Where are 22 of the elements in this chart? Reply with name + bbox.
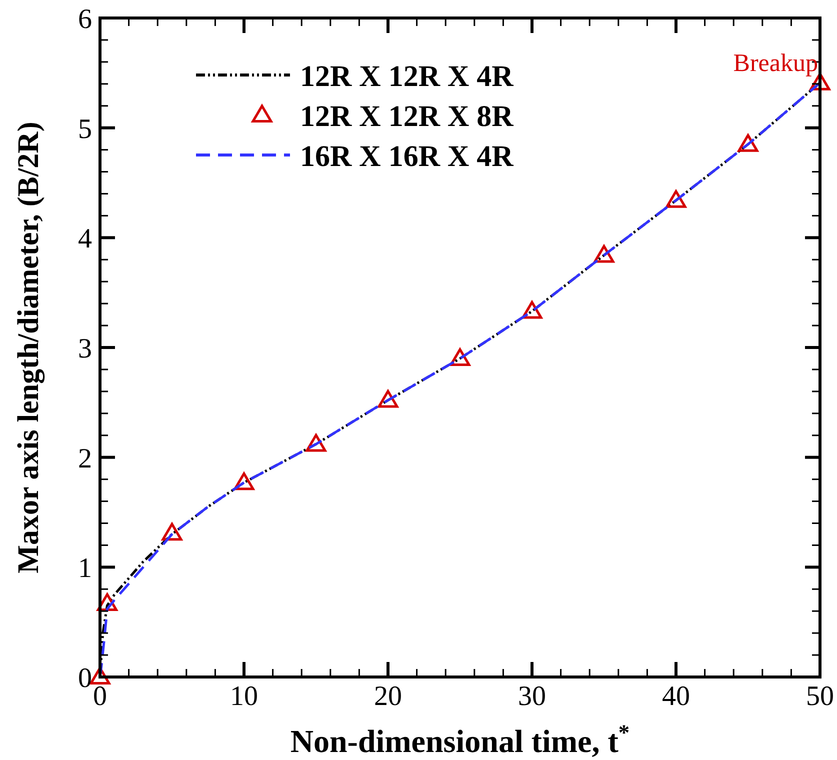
- x-tick-label: 10: [230, 681, 258, 712]
- y-tick-label: 3: [78, 334, 92, 364]
- legend-label: 12R X 12R X 8R: [300, 100, 514, 133]
- y-tick-label: 4: [78, 224, 92, 255]
- point: [306, 434, 326, 452]
- y-tick-label: 5: [78, 114, 92, 145]
- legend-label: 12R X 12R X 4R: [300, 60, 514, 93]
- legend-label: 16R X 16R X 4R: [300, 140, 514, 173]
- y-axis-title: Maxor axis length/diameter, (B/2R): [12, 122, 45, 574]
- x-tick-label: 40: [662, 681, 690, 712]
- y-tick-label: 6: [78, 4, 92, 35]
- point: [162, 522, 182, 541]
- annotation: Breakup: [733, 50, 818, 77]
- point: [378, 390, 398, 408]
- y-tick-label: 2: [78, 443, 92, 474]
- x-tick-label: 20: [374, 681, 402, 712]
- x-axis-title: Non-dimensional time, t$^{*}$: [290, 720, 630, 759]
- y-tick-label: 1: [78, 553, 92, 584]
- point: [738, 134, 758, 152]
- x-tick-label: 30: [518, 681, 546, 712]
- x-tick-label: 50: [806, 681, 834, 712]
- point: [666, 190, 686, 208]
